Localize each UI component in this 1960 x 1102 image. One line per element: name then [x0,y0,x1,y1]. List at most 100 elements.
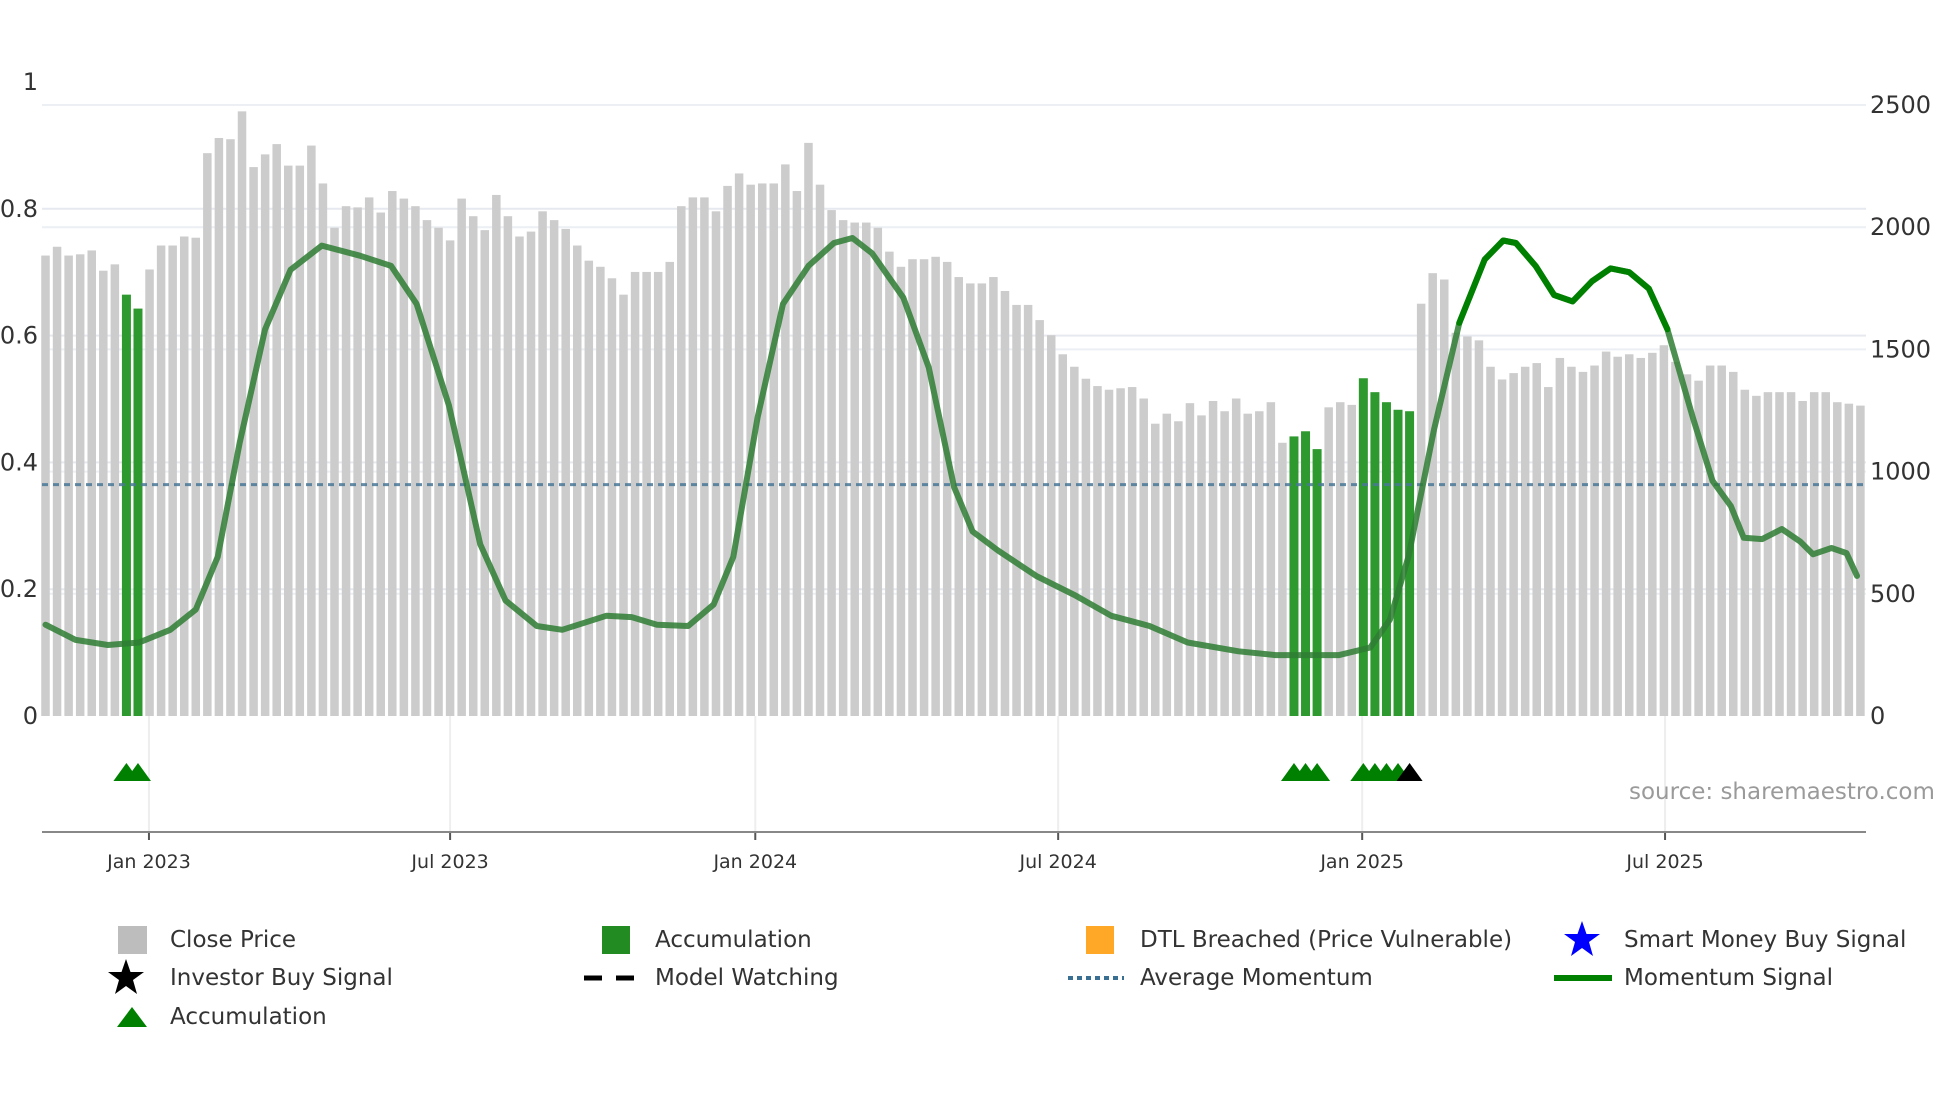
close-price-bar [364,197,374,717]
close-price-bar [1416,303,1426,716]
close-price-bar [1000,290,1010,716]
legend-label: Investor Buy Signal [170,965,393,991]
close-price-bar [1162,413,1172,716]
right-axis-tick-label: 1000 [1870,458,1931,486]
close-price-bar [1671,361,1680,716]
close-price-bar [1023,304,1033,716]
close-price-bar [1856,405,1865,716]
close-price-bar [1509,373,1518,716]
close-price-bar [642,271,651,716]
left-axis-tick-label: 0 [23,702,38,730]
close-price-bar [931,256,940,716]
accumulation-bar [1370,392,1380,716]
close-price-bar [1613,356,1622,716]
close-price-bar [1752,395,1761,716]
close-price-bar [734,173,744,716]
close-price-bar [1763,392,1773,716]
close-price-bar [272,144,281,716]
close-price-bar [1786,392,1796,716]
left-axis-tick-label: 0.8 [0,195,38,223]
close-price-bar [1093,386,1102,716]
close-price-bar [526,231,536,717]
right-axis-tick-label: 2000 [1870,213,1931,241]
close-price-bar [1833,402,1842,716]
close-price-bar [827,210,836,717]
close-price-bar [1659,345,1669,716]
close-price-bar [203,153,212,717]
close-price-bar [388,191,397,716]
x-axis-tick-label: Jan 2023 [106,851,191,873]
close-price-bar [492,194,501,716]
close-price-bar [284,165,293,716]
legend-label: Average Momentum [1140,965,1373,991]
close-price-bar [353,207,362,716]
close-price-bar [573,245,582,716]
close-price-bar [1705,365,1715,716]
right-axis-tick-label: 2500 [1870,91,1931,119]
accumulation-bar [1381,402,1391,716]
close-price-bar [515,236,524,717]
close-price-bar [1266,402,1276,716]
close-price-bar [1046,335,1056,716]
close-price-bar [1174,421,1183,716]
accumulation-bar [1289,436,1299,716]
close-price-bar [1463,336,1472,716]
close-price-bar [1012,304,1021,716]
x-axis-tick-label: Jul 2025 [1625,851,1703,873]
accumulation-triangle-marker [124,763,151,781]
dotted-line-icon [1066,962,1126,994]
close-price-bar [1151,423,1160,716]
close-price-bar [1740,389,1750,716]
close-price-bar [503,216,513,716]
right-axis-tick-label: 0 [1870,702,1885,730]
legend-label: Close Price [170,927,297,953]
right-axis-tick-label: 1500 [1870,335,1931,363]
x-axis-tick-label: Jan 2025 [1319,851,1404,873]
close-price-bar [677,206,686,717]
close-price-bar [919,259,929,716]
close-price-bar [1520,366,1530,716]
close-price-bar [1058,354,1068,716]
close-price-bar [769,183,779,716]
close-price-bar [1231,398,1241,716]
close-price-bar [966,283,975,716]
close-price-bar [804,142,813,716]
close-price-bar [480,230,490,716]
accumulation-bar [133,308,143,716]
accumulation-bar [121,294,131,716]
close-price-bar [1451,332,1461,716]
accumulation-bar [1312,449,1322,716]
close-price-bar [1255,411,1264,716]
close-price-bar [862,222,871,716]
black-star-icon [106,959,146,994]
close-price-bar [653,271,663,716]
close-price-bar [1081,378,1091,716]
close-price-bar [873,227,883,717]
close-price-bar [619,294,628,716]
close-price-bar [226,139,235,716]
close-price-bar [1578,371,1588,716]
close-price-bar [422,220,432,716]
close-price-bar [688,197,698,717]
close-price-bar [815,184,825,717]
close-price-bar [757,183,767,716]
close-price-bar [1208,400,1218,716]
close-price-bar [295,165,305,716]
close-price-bar [1601,351,1611,716]
close-price-bar [468,216,478,716]
close-price-bar [249,167,258,716]
close-price-bar [1717,365,1726,716]
close-price-bar [52,246,62,716]
close-price-bar [1428,273,1437,716]
close-price-bar [341,206,351,717]
close-price-bar [1544,387,1553,716]
blue-star-icon [1562,921,1602,956]
close-price-bar [1555,357,1565,716]
close-price-bar [850,222,859,716]
legend-label: Model Watching [655,965,839,991]
close-price-bar [792,191,802,716]
close-price-bar [145,269,154,716]
close-price-bar [318,183,328,716]
close-price-bar [781,164,790,716]
